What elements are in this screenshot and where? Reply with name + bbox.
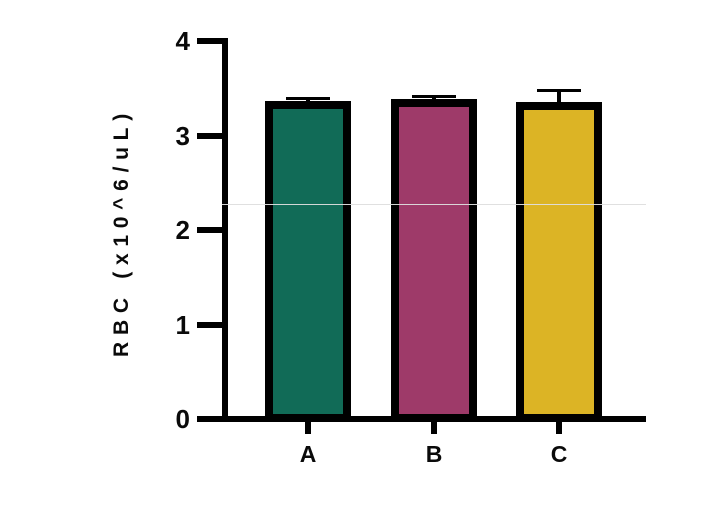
y-tick-2 [197, 227, 228, 233]
y-tick-label-4: 4 [175, 26, 190, 56]
bar-c [516, 102, 602, 422]
y-tick-1 [197, 322, 228, 328]
bar-b [391, 99, 477, 422]
error-bar-cap-a [286, 97, 330, 100]
category-label-c: C [550, 441, 568, 467]
seam-line [222, 204, 646, 205]
category-label-b: B [425, 441, 443, 467]
y-tick-label-1: 1 [175, 310, 190, 340]
y-tick-4 [197, 38, 228, 44]
y-tick-3 [197, 133, 228, 139]
x-tick-a [305, 422, 311, 434]
error-bar-cap-b [412, 95, 456, 98]
y-axis-title: RBC (x10^6/uL) [110, 107, 133, 357]
y-tick-0 [197, 416, 228, 422]
x-tick-c [556, 422, 562, 434]
category-label-a: A [299, 441, 317, 467]
error-bar-stem-c [557, 89, 561, 108]
bar-a [265, 101, 351, 422]
y-tick-label-2: 2 [175, 215, 190, 245]
error-bar-cap-c [537, 89, 581, 92]
x-tick-b [431, 422, 437, 434]
y-tick-label-0: 0 [175, 404, 190, 434]
y-tick-label-3: 3 [175, 121, 190, 151]
